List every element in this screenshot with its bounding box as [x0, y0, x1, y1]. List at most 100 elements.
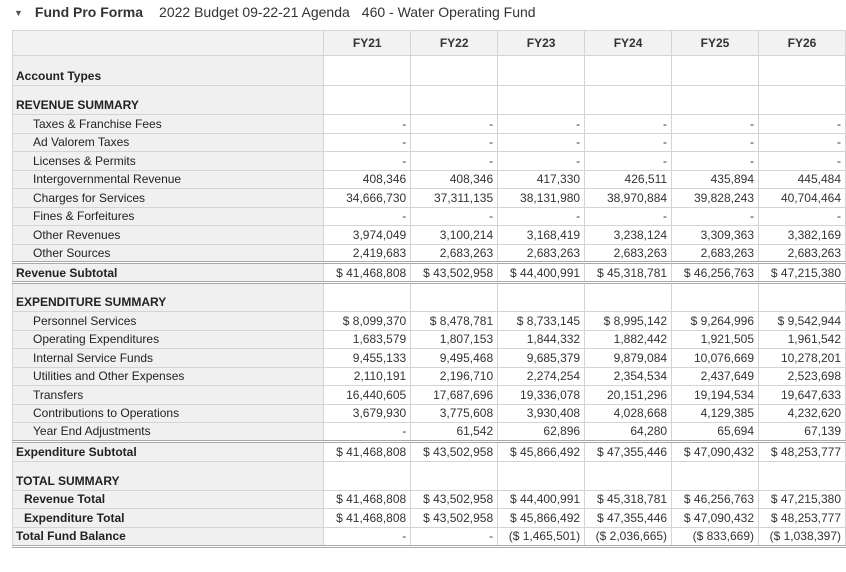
- value-cell-fy21[interactable]: -: [323, 151, 412, 171]
- value-cell-fy23[interactable]: 2,683,263: [497, 243, 586, 263]
- value-cell-fy22[interactable]: [410, 55, 499, 86]
- value-cell-fy26[interactable]: 445,484: [758, 169, 846, 189]
- value-cell-fy21[interactable]: $ 41,468,808: [323, 439, 412, 462]
- value-cell-fy26[interactable]: $ 9,542,944: [758, 311, 846, 331]
- value-cell-fy21[interactable]: $ 41,468,808: [323, 508, 412, 528]
- value-cell-fy26[interactable]: -: [758, 206, 846, 226]
- value-cell-fy21[interactable]: -: [323, 526, 412, 548]
- value-cell-fy25[interactable]: 3,309,363: [671, 225, 759, 245]
- value-cell-fy22[interactable]: -: [410, 526, 499, 548]
- value-cell-fy22[interactable]: 17,687,696: [410, 385, 499, 405]
- value-cell-fy26[interactable]: [758, 460, 846, 491]
- column-header-fy22[interactable]: FY22: [410, 30, 499, 56]
- value-cell-fy22[interactable]: $ 43,502,958: [410, 508, 499, 528]
- value-cell-fy24[interactable]: $ 47,355,446: [584, 439, 673, 462]
- value-cell-fy23[interactable]: 19,336,078: [497, 385, 586, 405]
- value-cell-fy23[interactable]: $ 8,733,145: [497, 311, 586, 331]
- value-cell-fy21[interactable]: 3,679,930: [323, 403, 412, 423]
- value-cell-fy24[interactable]: $ 8,995,142: [584, 311, 673, 331]
- value-cell-fy25[interactable]: 39,828,243: [671, 188, 759, 208]
- value-cell-fy25[interactable]: 2,683,263: [671, 243, 759, 263]
- value-cell-fy24[interactable]: $ 45,318,781: [584, 489, 673, 510]
- column-header-fy21[interactable]: FY21: [323, 30, 412, 56]
- value-cell-fy23[interactable]: $ 44,400,991: [497, 489, 586, 510]
- value-cell-fy26[interactable]: ($ 1,038,397): [758, 526, 846, 548]
- value-cell-fy21[interactable]: 16,440,605: [323, 385, 412, 405]
- value-cell-fy22[interactable]: -: [410, 151, 499, 171]
- value-cell-fy25[interactable]: 65,694: [671, 422, 759, 442]
- value-cell-fy21[interactable]: [323, 281, 412, 312]
- value-cell-fy23[interactable]: 9,685,379: [497, 348, 586, 368]
- value-cell-fy23[interactable]: 62,896: [497, 422, 586, 442]
- value-cell-fy21[interactable]: [323, 460, 412, 491]
- value-cell-fy26[interactable]: -: [758, 114, 846, 134]
- value-cell-fy24[interactable]: 2,683,263: [584, 243, 673, 263]
- value-cell-fy21[interactable]: -: [323, 422, 412, 442]
- value-cell-fy25[interactable]: 10,076,669: [671, 348, 759, 368]
- value-cell-fy21[interactable]: -: [323, 132, 412, 152]
- value-cell-fy23[interactable]: -: [497, 114, 586, 134]
- value-cell-fy25[interactable]: $ 9,264,996: [671, 311, 759, 331]
- value-cell-fy23[interactable]: [497, 85, 586, 115]
- value-cell-fy26[interactable]: -: [758, 132, 846, 152]
- value-cell-fy25[interactable]: [671, 460, 759, 491]
- value-cell-fy22[interactable]: 2,196,710: [410, 366, 499, 386]
- value-cell-fy26[interactable]: $ 47,215,380: [758, 489, 846, 510]
- value-cell-fy23[interactable]: -: [497, 151, 586, 171]
- value-cell-fy26[interactable]: $ 47,215,380: [758, 261, 846, 283]
- value-cell-fy22[interactable]: 408,346: [410, 169, 499, 189]
- value-cell-fy21[interactable]: -: [323, 114, 412, 134]
- value-cell-fy21[interactable]: $ 41,468,808: [323, 261, 412, 283]
- column-header-fy23[interactable]: FY23: [497, 30, 586, 56]
- value-cell-fy24[interactable]: 20,151,296: [584, 385, 673, 405]
- value-cell-fy21[interactable]: $ 41,468,808: [323, 489, 412, 510]
- value-cell-fy25[interactable]: 1,921,505: [671, 329, 759, 349]
- value-cell-fy23[interactable]: 2,274,254: [497, 366, 586, 386]
- value-cell-fy23[interactable]: 1,844,332: [497, 329, 586, 349]
- value-cell-fy26[interactable]: 3,382,169: [758, 225, 846, 245]
- value-cell-fy26[interactable]: 40,704,464: [758, 188, 846, 208]
- value-cell-fy25[interactable]: -: [671, 206, 759, 226]
- value-cell-fy21[interactable]: 2,110,191: [323, 366, 412, 386]
- value-cell-fy22[interactable]: 37,311,135: [410, 188, 499, 208]
- value-cell-fy25[interactable]: $ 46,256,763: [671, 489, 759, 510]
- column-header-fy24[interactable]: FY24: [584, 30, 673, 56]
- value-cell-fy25[interactable]: [671, 281, 759, 312]
- value-cell-fy25[interactable]: -: [671, 151, 759, 171]
- value-cell-fy24[interactable]: 2,354,534: [584, 366, 673, 386]
- value-cell-fy26[interactable]: 4,232,620: [758, 403, 846, 423]
- value-cell-fy23[interactable]: [497, 460, 586, 491]
- value-cell-fy26[interactable]: [758, 85, 846, 115]
- value-cell-fy25[interactable]: [671, 85, 759, 115]
- value-cell-fy23[interactable]: -: [497, 132, 586, 152]
- value-cell-fy22[interactable]: -: [410, 132, 499, 152]
- value-cell-fy21[interactable]: [323, 55, 412, 86]
- value-cell-fy24[interactable]: [584, 460, 673, 491]
- value-cell-fy23[interactable]: -: [497, 206, 586, 226]
- value-cell-fy24[interactable]: -: [584, 206, 673, 226]
- value-cell-fy23[interactable]: 3,168,419: [497, 225, 586, 245]
- value-cell-fy24[interactable]: 4,028,668: [584, 403, 673, 423]
- value-cell-fy25[interactable]: 19,194,534: [671, 385, 759, 405]
- value-cell-fy24[interactable]: 1,882,442: [584, 329, 673, 349]
- value-cell-fy21[interactable]: $ 8,099,370: [323, 311, 412, 331]
- value-cell-fy26[interactable]: $ 48,253,777: [758, 508, 846, 528]
- value-cell-fy23[interactable]: $ 44,400,991: [497, 261, 586, 283]
- value-cell-fy25[interactable]: 2,437,649: [671, 366, 759, 386]
- value-cell-fy24[interactable]: -: [584, 151, 673, 171]
- value-cell-fy22[interactable]: 2,683,263: [410, 243, 499, 263]
- column-header-fy26[interactable]: FY26: [758, 30, 846, 56]
- value-cell-fy24[interactable]: -: [584, 132, 673, 152]
- collapse-caret-icon[interactable]: ▼: [14, 8, 23, 18]
- value-cell-fy25[interactable]: ($ 833,669): [671, 526, 759, 548]
- value-cell-fy23[interactable]: [497, 55, 586, 86]
- value-cell-fy24[interactable]: [584, 281, 673, 312]
- value-cell-fy26[interactable]: $ 48,253,777: [758, 439, 846, 462]
- value-cell-fy21[interactable]: 34,666,730: [323, 188, 412, 208]
- value-cell-fy24[interactable]: 38,970,884: [584, 188, 673, 208]
- value-cell-fy25[interactable]: [671, 55, 759, 86]
- value-cell-fy22[interactable]: 3,775,608: [410, 403, 499, 423]
- value-cell-fy21[interactable]: -: [323, 206, 412, 226]
- value-cell-fy24[interactable]: [584, 85, 673, 115]
- value-cell-fy26[interactable]: 19,647,633: [758, 385, 846, 405]
